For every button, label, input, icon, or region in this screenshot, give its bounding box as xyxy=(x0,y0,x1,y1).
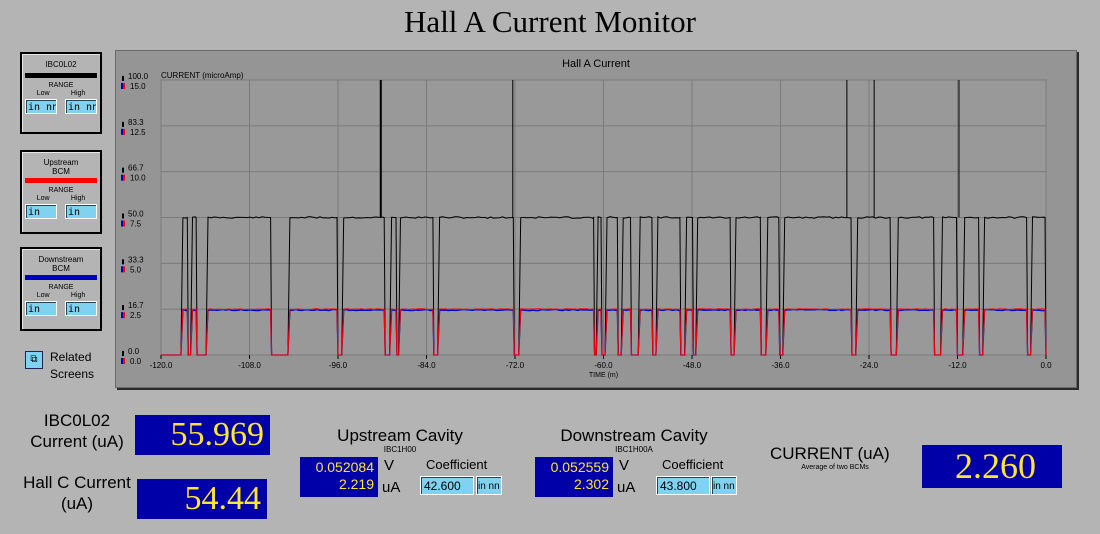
legend-name: Downstream BCM xyxy=(38,255,84,273)
upstream-current: 2.219 xyxy=(338,476,374,492)
legend-color-swatch xyxy=(25,275,97,280)
series-upstream-line xyxy=(161,307,1047,356)
y-tick-label-right: 12.5 xyxy=(130,128,146,137)
upstream-voltage: 0.052084 xyxy=(315,459,374,475)
related-screens-label[interactable]: Related Screens xyxy=(50,350,95,381)
range-high-input[interactable]: in xyxy=(65,204,97,219)
high-label: High xyxy=(70,195,86,202)
downstream-cavity-title: Downstream Cavity xyxy=(560,426,708,445)
downstream-readout: 0.052559 2.302 xyxy=(535,457,613,497)
range-label: RANGE xyxy=(48,82,74,89)
high-label: High xyxy=(70,292,86,299)
y-tick-label-left: 16.7 xyxy=(128,301,144,310)
low-label: Low xyxy=(36,292,50,299)
legend-name: IBC0L02 xyxy=(45,60,77,69)
average-current-value: 2.260 xyxy=(922,445,1062,488)
y-tick-label-right: 10.0 xyxy=(130,174,146,183)
range-label: RANGE xyxy=(48,187,74,194)
upstream-cavity-title: Upstream Cavity xyxy=(337,426,463,445)
range-low-input[interactable]: in xyxy=(25,204,57,219)
y-tick-label-left: 50.0 xyxy=(128,210,144,219)
downstream-device-name: IBC1H00A xyxy=(615,445,653,454)
legend-color-swatch xyxy=(25,178,97,183)
y-tick-label-left: 0.0 xyxy=(128,347,140,356)
x-tick-label: -72.0 xyxy=(506,361,525,370)
hallc-current-value: 54.44 xyxy=(137,479,267,519)
range-high-input[interactable]: in nn xyxy=(65,99,97,114)
range-label: RANGE xyxy=(48,284,74,291)
y-tick-label-left: 66.7 xyxy=(128,164,144,173)
legend-ibc0l02: IBC0L02 RANGE Low High in nn in nn xyxy=(20,52,102,134)
x-tick-label: -48.0 xyxy=(683,361,702,370)
x-tick-label: -24.0 xyxy=(860,361,879,370)
y-axis-label: CURRENT (microAmp) xyxy=(161,71,244,80)
y-tick-label-left: 33.3 xyxy=(128,255,144,264)
legend-color-swatch xyxy=(25,73,97,78)
x-tick-label: -120.0 xyxy=(150,361,173,370)
y-tick-label-left: 100.0 xyxy=(128,72,149,81)
downstream-coefficient-aux-input[interactable]: in nn xyxy=(711,476,737,495)
range-low-input[interactable]: in xyxy=(25,301,57,316)
x-tick-label: -12.0 xyxy=(948,361,967,370)
legend-upstream-bcm: Upstream BCM RANGE Low High in in xyxy=(20,150,102,234)
x-axis-label: TIME (m) xyxy=(589,372,618,379)
y-tick-label-right: 7.5 xyxy=(130,220,142,229)
x-tick-label: -36.0 xyxy=(771,361,790,370)
low-label: Low xyxy=(36,195,50,202)
hallc-current-label: Hall C Current (uA) xyxy=(23,473,131,513)
uamp-unit: uA xyxy=(382,479,401,496)
y-tick-label-left: 83.3 xyxy=(128,118,144,127)
y-tick-label-right: 15.0 xyxy=(130,82,146,91)
y-tick-label-right: 0.0 xyxy=(130,357,142,366)
range-low-input[interactable]: in nn xyxy=(25,99,57,114)
downstream-current: 2.302 xyxy=(573,476,609,492)
y-tick-label-right: 5.0 xyxy=(130,265,142,274)
average-current-sublabel: Average of two BCMs xyxy=(801,464,869,471)
upstream-coefficient-aux-input[interactable]: in nn xyxy=(476,476,502,495)
downstream-voltage: 0.052559 xyxy=(550,459,609,475)
related-screens-button[interactable]: ⧉ xyxy=(25,351,43,369)
high-label: High xyxy=(70,90,86,97)
ibc0l02-current-value: 55.969 xyxy=(135,415,270,455)
legend-name: Upstream BCM xyxy=(43,158,79,176)
current-chart: Hall A Current CURRENT (microAmp) 100.015.… xyxy=(121,58,1052,379)
x-tick-label: -108.0 xyxy=(238,361,261,370)
series-ibc0l02-line xyxy=(161,216,1047,356)
page-title: Hall A Current Monitor xyxy=(404,4,696,39)
average-current-label: CURRENT (uA) xyxy=(770,444,890,463)
chart-title: Hall A Current xyxy=(562,58,630,70)
ibc0l02-current-label: IBC0L02 Current (uA) xyxy=(30,411,124,451)
uamp-unit: uA xyxy=(617,479,636,496)
windows-icon: ⧉ xyxy=(30,354,38,365)
volt-unit: V xyxy=(384,457,395,474)
upstream-device-name: IBC1H00 xyxy=(383,445,417,454)
downstream-coefficient-input[interactable]: 43.800 xyxy=(656,476,710,495)
upstream-readout: 0.052084 2.219 xyxy=(300,457,378,497)
legend-downstream-bcm: Downstream BCM RANGE Low High in in xyxy=(20,247,102,331)
x-tick-label: 0.0 xyxy=(1040,361,1052,370)
x-tick-label: -84.0 xyxy=(417,361,436,370)
coefficient-label: Coefficient xyxy=(662,457,724,472)
range-high-input[interactable]: in xyxy=(65,301,97,316)
volt-unit: V xyxy=(619,457,630,474)
x-tick-label: -96.0 xyxy=(329,361,348,370)
coefficient-label: Coefficient xyxy=(426,457,488,472)
y-tick-label-right: 2.5 xyxy=(130,311,142,320)
x-tick-label: -60.0 xyxy=(594,361,613,370)
chart-panel: Hall A Current CURRENT (microAmp) 100.0 15.… xyxy=(115,50,1077,388)
low-label: Low xyxy=(36,90,50,97)
upstream-coefficient-input[interactable]: 42.600 xyxy=(420,476,474,495)
